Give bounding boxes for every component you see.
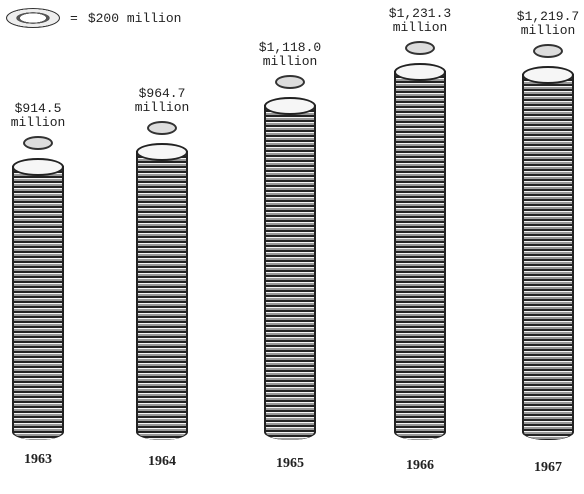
stack-top (136, 142, 188, 161)
value-label: $1,219.7 million (516, 9, 580, 39)
coin-stack (136, 142, 188, 440)
x-tick-label: 1966 (406, 458, 434, 473)
stack-top (264, 96, 316, 115)
x-tick-label: 1965 (276, 456, 304, 471)
stack-top (12, 157, 64, 176)
partial-coin (533, 44, 563, 59)
legend-symbol: = (70, 10, 78, 26)
legend-coin (6, 8, 60, 28)
value-label: $964.7 million (134, 85, 190, 115)
coin-stack (394, 62, 446, 440)
coin-stack (264, 96, 316, 440)
value-label: $1,231.3 million (388, 5, 452, 35)
partial-coin (275, 74, 305, 89)
x-tick-label: 1964 (148, 454, 176, 469)
legend: = $200 million (6, 8, 181, 28)
value-label: $1,118.0 million (258, 39, 322, 69)
value-label: $914.5 million (10, 100, 66, 130)
legend-label: $200 million (87, 10, 182, 26)
x-tick-label: 1963 (24, 452, 52, 467)
partial-coin (405, 40, 435, 55)
partial-coin (147, 120, 177, 135)
stack-top (522, 66, 574, 85)
coin-stack (522, 66, 574, 440)
stack-top (394, 62, 446, 81)
x-tick-label: 1967 (534, 460, 562, 475)
coin-stack (12, 157, 64, 440)
partial-coin (23, 135, 53, 150)
